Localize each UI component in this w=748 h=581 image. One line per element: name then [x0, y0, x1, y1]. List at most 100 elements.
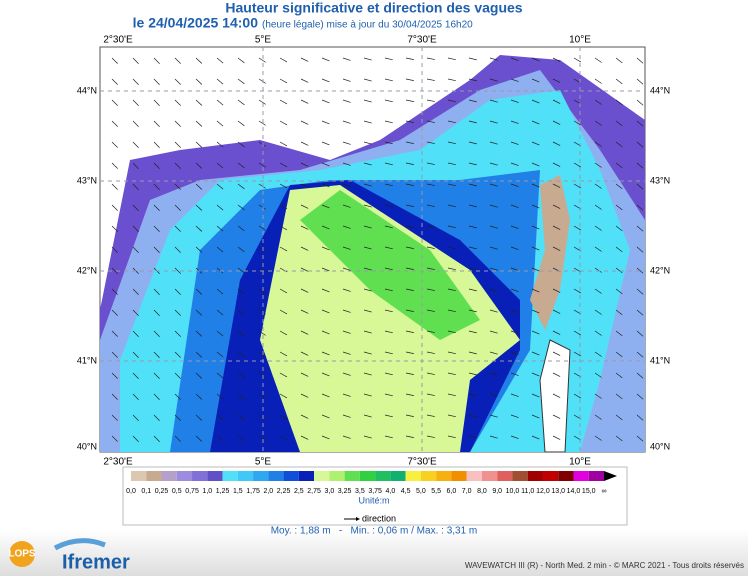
- wave-arrow: [300, 330, 309, 335]
- colorbar-swatch: [146, 471, 162, 481]
- wave-arrow: [510, 204, 519, 208]
- wave-arrow: [510, 288, 519, 292]
- wave-arrow: [279, 435, 288, 441]
- wave-arrow: [636, 57, 644, 64]
- wave-arrow: [321, 393, 330, 398]
- wave-arrow: [552, 330, 561, 335]
- colorbar-swatch: [359, 471, 376, 481]
- wave-arrow: [510, 267, 519, 271]
- wave-arrow: [426, 204, 435, 207]
- colorbar-label: 7,0: [462, 488, 472, 495]
- wave-arrow: [300, 372, 309, 377]
- wave-arrow: [531, 351, 540, 356]
- colorbar-swatch: [390, 471, 406, 481]
- lat-label-right: 43°N: [650, 175, 670, 185]
- colorbar-swatch: [253, 471, 269, 481]
- wave-arrow: [594, 141, 602, 147]
- wave-arrow: [405, 183, 414, 186]
- wave-arrow: [237, 183, 245, 190]
- wave-arrow: [132, 225, 139, 232]
- wave-arrow: [153, 183, 160, 190]
- wave-arrow: [279, 351, 288, 357]
- wave-arrow: [174, 162, 181, 169]
- wave-arrow: [342, 435, 351, 439]
- lat-label-right: 42°N: [650, 265, 670, 275]
- wave-arrow: [258, 162, 266, 168]
- lon-label-bottom: 2°30'E: [103, 457, 133, 468]
- wave-arrow: [300, 99, 309, 104]
- wave-arrow: [321, 246, 330, 251]
- wave-arrow: [174, 78, 181, 85]
- wave-arrow: [279, 414, 288, 420]
- wave-arrow: [468, 78, 477, 82]
- wave-arrow: [468, 204, 477, 208]
- wave-arrow: [468, 372, 477, 376]
- wave-arrow: [552, 225, 561, 230]
- wave-arrow: [195, 414, 203, 421]
- wave-arrow: [489, 225, 498, 229]
- lat-label-left: 44°N: [77, 85, 97, 95]
- wave-arrow: [615, 351, 623, 358]
- wave-arrow: [384, 288, 393, 292]
- wave-arrow: [321, 99, 330, 104]
- wave-arrow: [174, 372, 181, 379]
- footer-bg: [0, 530, 748, 576]
- wave-arrow: [594, 120, 602, 126]
- wave-arrow: [342, 225, 351, 229]
- wave-arrow: [111, 309, 118, 316]
- wave-arrow: [258, 120, 266, 126]
- wave-arrow: [384, 204, 393, 208]
- wave-arrow: [552, 162, 561, 167]
- wave-arrow: [237, 141, 245, 148]
- wave-arrow: [447, 414, 456, 418]
- wave-arrow: [300, 414, 309, 419]
- arrow-label: direction: [362, 513, 396, 523]
- wave-arrow: [510, 141, 519, 145]
- wave-arrow: [363, 120, 372, 124]
- wave-arrow: [447, 78, 456, 82]
- wave-arrow: [447, 99, 456, 103]
- wave-arrow: [153, 309, 160, 316]
- wave-arrow: [111, 78, 118, 85]
- wave-arrow: [510, 162, 519, 166]
- colorbar-label: 2,0: [263, 488, 273, 495]
- wave-arrow: [594, 330, 602, 336]
- lops-logo: [9, 541, 35, 567]
- colorbar-swatch: [375, 471, 391, 481]
- wave-arrow: [111, 204, 118, 211]
- wave-arrow: [594, 99, 602, 105]
- wave-arrow: [132, 246, 139, 253]
- arrow-head: [356, 517, 360, 521]
- wave-arrow: [531, 435, 540, 440]
- wave-arrow: [363, 435, 372, 439]
- wave-arrow: [489, 267, 498, 271]
- wave-arrow: [363, 393, 372, 397]
- wave-arrow: [237, 288, 245, 295]
- wave-arrow: [153, 204, 160, 211]
- wave-arrow: [426, 225, 435, 228]
- wave-arrow: [174, 120, 181, 127]
- wave-arrow: [321, 204, 330, 209]
- colorbar-label: 0,5: [172, 488, 182, 495]
- wave-arrow: [552, 288, 561, 293]
- wave-arrow: [405, 309, 414, 312]
- wave-arrow: [279, 78, 288, 84]
- wave-arrow: [405, 120, 414, 123]
- wave-arrow: [384, 372, 393, 376]
- wave-arrow: [594, 351, 602, 357]
- wave-arrow: [552, 141, 561, 146]
- wave-arrow: [426, 288, 435, 291]
- wave-arrow: [531, 141, 540, 146]
- colorbar-label: 10,0: [506, 488, 520, 495]
- wave-arrow: [405, 78, 414, 81]
- wave-arrow: [132, 183, 139, 190]
- wave-arrow: [615, 393, 623, 400]
- wave-arrow: [510, 120, 519, 124]
- wave-arrow: [510, 246, 519, 250]
- wave-arrow: [405, 57, 414, 60]
- colorbar-overflow: [604, 471, 617, 481]
- wave-arrow: [300, 57, 309, 62]
- wave-arrow: [237, 435, 245, 442]
- wave-arrow: [489, 309, 498, 313]
- lat-label-right: 41°N: [650, 355, 670, 365]
